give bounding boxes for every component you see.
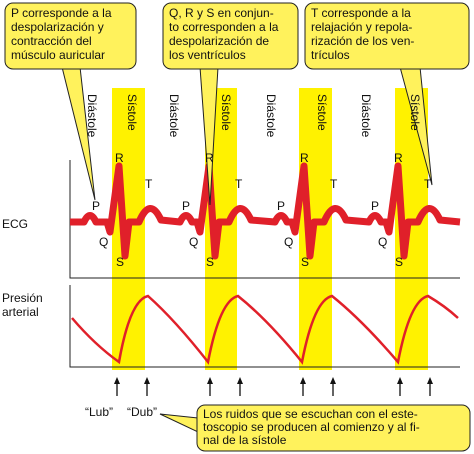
callout-box: [304, 2, 470, 70]
callout-box: [162, 2, 299, 70]
wave-label: Q: [284, 235, 293, 249]
row-label: ECG: [2, 217, 28, 231]
wave-label: T: [145, 177, 153, 191]
callout-text: to corresponden a la: [169, 20, 279, 34]
wave-label: R: [300, 151, 309, 165]
pressure-trace: [71, 294, 459, 365]
callout-text: P corresponde a la: [11, 6, 112, 20]
wave-label: T: [235, 177, 243, 191]
arrow-head: [114, 377, 120, 384]
arrow-head: [427, 377, 433, 384]
phase-label: Diástole: [264, 94, 278, 138]
axes: [69, 160, 460, 368]
arrow-head: [237, 377, 243, 384]
wave-label: S: [206, 255, 214, 269]
callout-text: contracción del: [11, 34, 92, 48]
callout-text: músculo auricular: [11, 48, 105, 62]
wave-label: P: [182, 199, 190, 213]
arrow-head: [300, 377, 306, 384]
callout-text: los ventrículos: [169, 48, 246, 62]
callout-box: [4, 2, 137, 70]
callout-text: T corresponde a la: [311, 6, 411, 20]
wave-label: R: [394, 151, 403, 165]
note-box: [196, 404, 471, 452]
phase-label: Diástole: [85, 94, 99, 138]
callout-text: rización de los ven-: [311, 34, 414, 48]
row-label: arterial: [2, 305, 39, 319]
wave-label: Q: [189, 235, 198, 249]
callout-text: trículos: [311, 48, 350, 62]
wave-label: Q: [378, 235, 387, 249]
phase-label: Sístole: [219, 94, 233, 131]
sound-arrows: [114, 377, 433, 396]
callout-text: despolarización de: [169, 34, 269, 48]
callout-text: despolarización y: [11, 20, 104, 34]
arrow-head: [397, 377, 403, 384]
callout-tail: [159, 413, 199, 433]
wave-label: R: [205, 151, 214, 165]
wave-label: S: [301, 255, 309, 269]
arrow-head: [207, 377, 213, 384]
phase-label: Diástole: [359, 94, 373, 138]
wave-label: P: [371, 199, 379, 213]
row-label: Presión: [2, 291, 43, 305]
sound-label: “Dub”: [127, 405, 157, 419]
wave-label: P: [92, 199, 100, 213]
sound-label: “Lub”: [85, 405, 113, 419]
phase-label: Diástole: [167, 94, 181, 138]
wave-label: S: [395, 255, 403, 269]
arrow-head: [330, 377, 336, 384]
wave-label: T: [424, 177, 432, 191]
note-text: Los ruidos que se escuchan con el este-: [203, 407, 418, 421]
phase-label: Sístole: [315, 94, 329, 131]
note-text: toscopio se producen al comienzo y al fi…: [203, 420, 420, 434]
ecg-trace: [70, 162, 461, 260]
note-text: nal de la sístole: [203, 433, 287, 447]
callout-text: relajación y repola-: [311, 20, 412, 34]
wave-label: S: [116, 255, 124, 269]
wave-label: R: [115, 151, 124, 165]
callout-text: Q, R y S en conjun-: [169, 6, 274, 20]
wave-label: P: [277, 199, 285, 213]
arrow-head: [144, 377, 150, 384]
phase-label: Sístole: [125, 94, 139, 131]
wave-label: T: [330, 177, 338, 191]
wave-label: Q: [99, 235, 108, 249]
phase-label: Sístole: [408, 94, 422, 131]
